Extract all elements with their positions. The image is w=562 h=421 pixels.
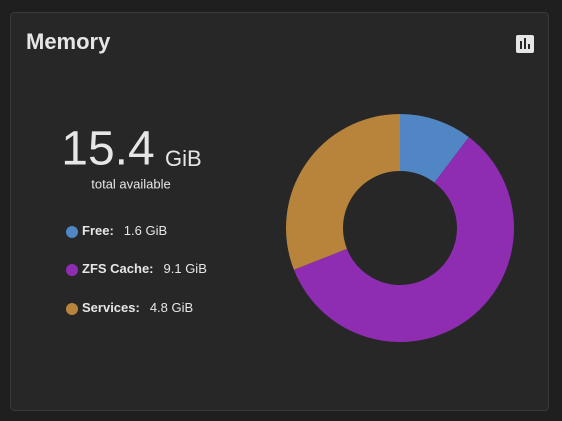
legend-entry: ZFS Cache: 9.1 GiB <box>82 261 207 276</box>
icon-bar[interactable] <box>520 41 522 49</box>
total-unit: GiB <box>165 146 202 171</box>
chart-icon-button[interactable] <box>516 35 534 53</box>
icon-bar[interactable] <box>524 38 526 49</box>
total-caption: total available <box>91 176 171 191</box>
donut-segment <box>400 114 469 183</box>
legend-label: Services: <box>82 300 140 315</box>
legend-dot <box>66 303 78 315</box>
legend-label: ZFS Cache: <box>82 261 154 276</box>
legend-value: 1.6 GiB <box>124 223 167 238</box>
total-value: 15.4 <box>61 123 154 176</box>
widget-title: Memory <box>26 29 111 54</box>
donut-segment <box>286 114 400 270</box>
legend-value: 4.8 GiB <box>150 300 193 315</box>
legend-value: 9.1 GiB <box>164 261 207 276</box>
icon-bar[interactable] <box>528 44 530 49</box>
legend-label: Free: <box>82 223 114 238</box>
legend-dot <box>66 264 78 276</box>
legend-dot <box>66 226 78 238</box>
legend-entry: Free: 1.6 GiB <box>82 223 167 238</box>
legend-entry: Services: 4.8 GiB <box>82 300 193 315</box>
donut-segment <box>293 137 514 342</box>
